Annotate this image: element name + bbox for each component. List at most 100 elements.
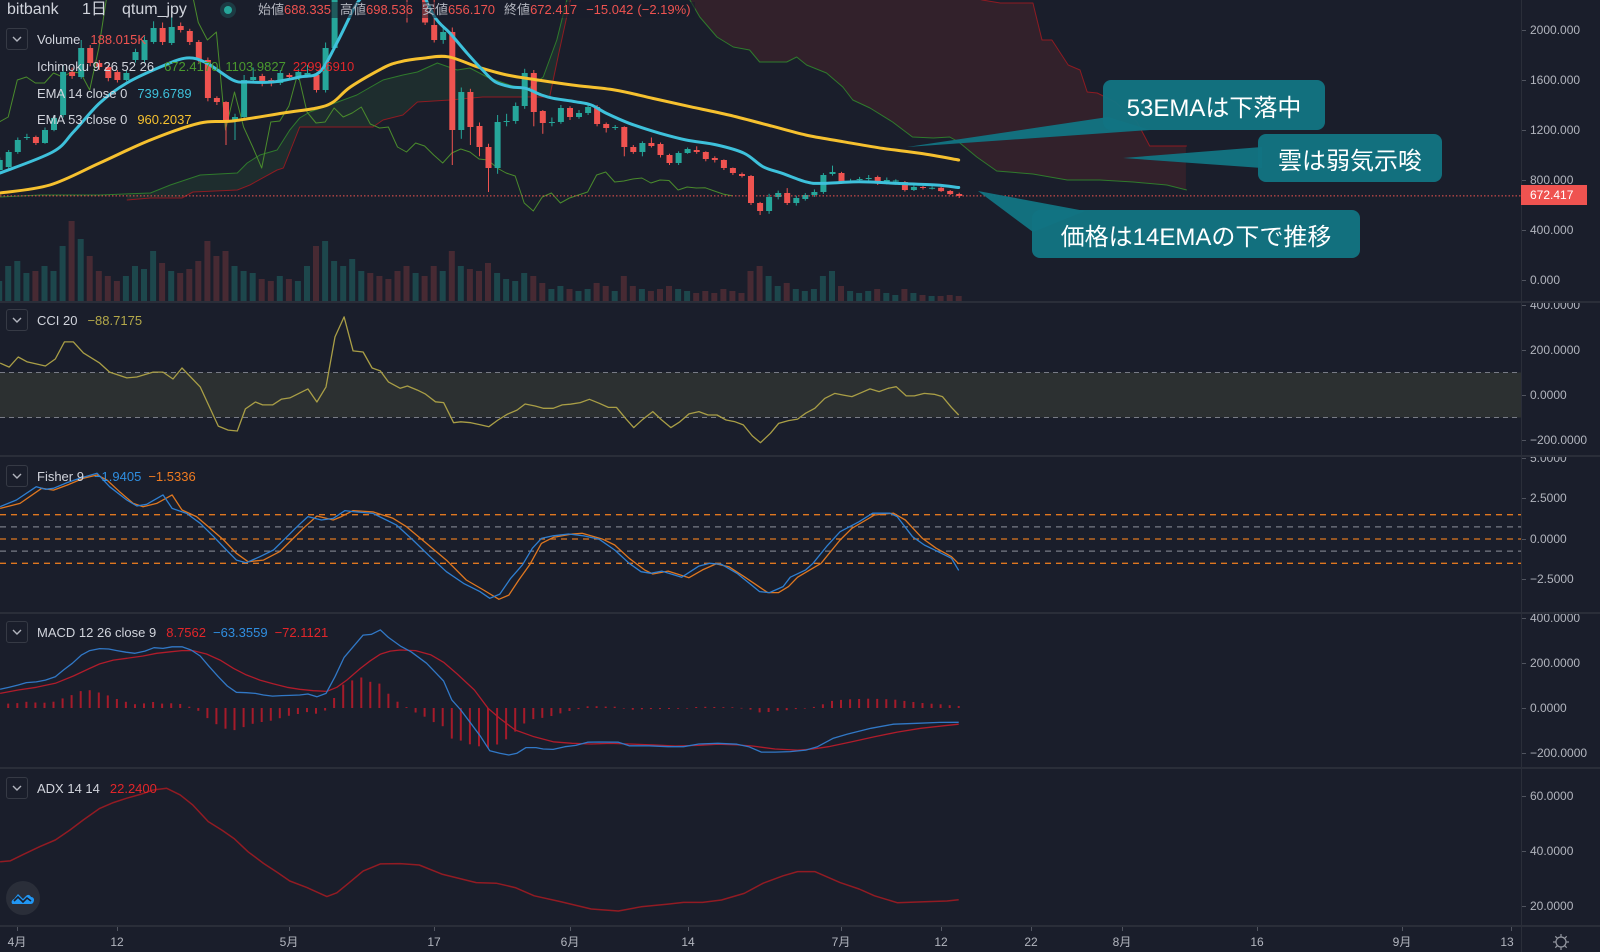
volume-bar xyxy=(457,266,464,301)
candle-body xyxy=(702,152,709,159)
candle xyxy=(702,151,709,162)
price-axis-adx[interactable]: 60.0000 40.0000 20.0000 xyxy=(1522,769,1600,925)
volume-bar xyxy=(403,266,410,301)
collapse-pane-button[interactable] xyxy=(6,777,28,799)
collapse-legend-button[interactable] xyxy=(6,28,28,50)
macd-histogram-bar xyxy=(296,708,299,714)
macd-histogram-bar xyxy=(613,706,616,708)
macd-histogram-bar xyxy=(70,695,73,708)
legend-value: −88.7175 xyxy=(87,312,143,328)
callout-cloud-bearish[interactable]: 雲は弱気示唆 xyxy=(1258,134,1442,182)
time-label: 5月 xyxy=(279,935,299,949)
candle-body xyxy=(639,143,646,152)
candle-body xyxy=(720,160,727,168)
macd-histogram-bar xyxy=(885,699,888,708)
candle xyxy=(503,113,510,127)
volume-bar xyxy=(439,271,446,301)
macd-histogram-bar xyxy=(767,708,770,712)
time-label: 13 xyxy=(1500,935,1514,949)
candle-body xyxy=(684,149,691,153)
interval-label[interactable]: 1日 xyxy=(82,1,107,18)
pane-separator[interactable] xyxy=(0,455,1600,457)
collapse-pane-button[interactable] xyxy=(6,309,28,331)
macd-histogram-bar xyxy=(152,702,155,708)
volume-bar xyxy=(177,273,184,301)
legend-label: EMA 14 close 0 xyxy=(37,85,128,101)
candle-body xyxy=(956,194,963,196)
time-label: 22 xyxy=(1024,935,1038,949)
volume-bar xyxy=(865,291,872,301)
candle xyxy=(277,70,284,85)
callout-price-below-14ema[interactable]: 価格は14EMAの下で推移 xyxy=(1032,210,1360,258)
legend-volume[interactable]: Volume 188.015K xyxy=(6,28,146,50)
high-value: 高値698.536 xyxy=(340,2,414,17)
candle-body xyxy=(603,124,610,128)
macd-histogram-bar xyxy=(514,708,517,732)
candle-body xyxy=(232,117,238,120)
volume-bar xyxy=(168,271,175,301)
candle xyxy=(548,117,555,127)
candle-body xyxy=(105,67,112,78)
time-tick-mark xyxy=(1031,927,1032,931)
time-tick-mark xyxy=(289,927,290,931)
volume-bar xyxy=(340,266,347,301)
legend-cci[interactable]: CCI 20 −88.7175 xyxy=(6,309,142,331)
cci-plot-area[interactable] xyxy=(0,316,1521,444)
tradingview-logo[interactable] xyxy=(6,881,40,915)
candle-body xyxy=(159,28,166,42)
volume-bar xyxy=(792,289,799,301)
collapse-pane-button[interactable] xyxy=(6,465,28,487)
legend-label: Ichimoku 9 26 52 26 xyxy=(37,58,155,74)
volume-bar xyxy=(376,276,383,301)
adx-plot-area[interactable] xyxy=(0,787,959,912)
price-tick: −200.0000 xyxy=(1522,433,1588,447)
macd-histogram-bar xyxy=(324,708,327,711)
candle-body xyxy=(250,77,257,80)
pane-separator[interactable] xyxy=(0,612,1600,614)
macd-plot-area[interactable] xyxy=(0,629,960,756)
legend-adx[interactable]: ADX 14 14 22.2400 xyxy=(6,777,157,799)
volume-bar xyxy=(937,296,944,301)
collapse-pane-button[interactable] xyxy=(6,621,28,643)
volume-bar xyxy=(59,246,66,301)
volume-bar xyxy=(765,276,772,301)
price-axis-cci[interactable]: 400.0000 200.0000 0.0000 −200.0000 xyxy=(1522,303,1600,455)
candle-body xyxy=(476,126,483,147)
candle-body xyxy=(648,143,655,146)
time-tick-mark xyxy=(434,927,435,931)
settings-gear-icon[interactable] xyxy=(1552,933,1570,951)
exchange-name[interactable]: bitbank xyxy=(7,1,59,18)
symbol-name[interactable]: qtum_jpy xyxy=(122,1,187,18)
legend-value: −1.9405 xyxy=(93,468,142,484)
legend-macd[interactable]: MACD 12 26 close 9 8.7562 −63.3559 −72.1… xyxy=(6,621,328,643)
macd-histogram-bar xyxy=(821,704,824,708)
fisher-plot-area[interactable] xyxy=(0,472,1521,600)
pane-separator[interactable] xyxy=(0,301,1600,303)
time-tick-mark xyxy=(841,927,842,931)
callout-53ema-falling[interactable]: 53EMAは下落中 xyxy=(1103,80,1325,130)
price-axis[interactable]: 2000.000 1600.000 1200.000 800.000 400.0… xyxy=(1522,0,1600,925)
candle xyxy=(177,22,184,33)
legend-fisher[interactable]: Fisher 9 −1.9405 −1.5336 xyxy=(6,465,196,487)
candle-body xyxy=(811,192,818,195)
legend-ema-53[interactable]: EMA 53 close 0 960.2037 xyxy=(37,108,192,130)
legend-ichimoku[interactable]: Ichimoku 9 26 52 26 672.4170 1103.9827 2… xyxy=(37,55,354,77)
price-axis-fisher[interactable]: 5.0000 2.5000 0.0000 −2.5000 xyxy=(1522,457,1600,612)
macd-histogram-bar xyxy=(287,708,290,716)
candle xyxy=(666,153,673,165)
volume-bar xyxy=(132,266,138,301)
macd-histogram-bar xyxy=(487,708,489,748)
candle-body xyxy=(286,75,293,77)
time-tick-mark xyxy=(1402,927,1403,931)
legend-ema-14[interactable]: EMA 14 close 0 739.6789 xyxy=(37,82,192,104)
volume-bar xyxy=(322,241,329,301)
candle-body xyxy=(141,40,148,60)
volume-bar xyxy=(204,241,211,301)
time-axis[interactable]: 4月 12 5月 17 6月 14 7月 12 22 8月 16 9月 13 xyxy=(0,927,1521,952)
volume-bar xyxy=(756,266,763,301)
price-axis-main[interactable]: 2000.000 1600.000 1200.000 800.000 400.0… xyxy=(1522,0,1600,302)
volume-bar xyxy=(122,276,129,301)
price-axis-macd[interactable]: 400.0000 200.0000 0.0000 −200.0000 xyxy=(1522,614,1600,767)
volume-bar xyxy=(675,289,682,301)
pane-separator[interactable] xyxy=(0,767,1600,769)
